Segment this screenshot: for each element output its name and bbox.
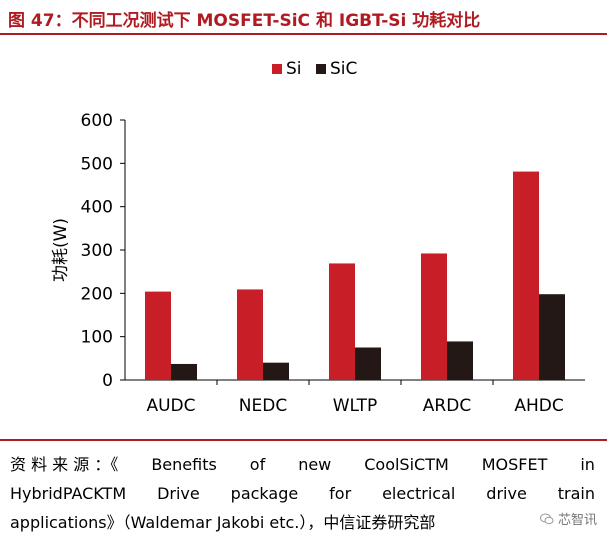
source-word: for [329, 484, 352, 503]
y-tick-label: 0 [102, 371, 113, 391]
legend-swatch-si [272, 64, 282, 74]
source-word: of [249, 455, 266, 474]
bar-si-ardc [421, 253, 447, 380]
legend-swatch-sic [316, 64, 326, 74]
bar-sic-wltp [355, 347, 381, 380]
source-line-1: 资 料 来 源 ：《 Benefits of new CoolSiCTM MOSFET in [10, 450, 595, 479]
bar-si-audc [145, 291, 171, 380]
bar-chart: Si SiC 0 100 200 300 400 500 600 AUDC NEDC WLTP AR… [51, 59, 585, 416]
title-divider [0, 33, 607, 35]
y-tick-label: 400 [81, 198, 113, 218]
source-line-2: HybridPACKTM Drive package for electrical dri… [10, 479, 595, 508]
x-tick-label: WLTP [333, 396, 378, 416]
bar-sic-nedc [263, 362, 289, 380]
y-tick-label: 200 [81, 284, 113, 304]
source-note: 资 料 来 源 ：《 Benefits of new CoolSiCTM MOSFET in… [10, 450, 595, 537]
source-word: CoolSiCTM [364, 455, 449, 474]
y-tick-label: 600 [81, 111, 113, 131]
bar-sic-audc [171, 363, 197, 380]
source-word: in [580, 455, 595, 474]
watermark-text: 芯智讯 [557, 513, 597, 528]
x-tick-label: ARDC [423, 396, 471, 416]
source-divider [0, 439, 607, 441]
source-word: HybridPACKTM [10, 484, 127, 503]
y-tick-label: 300 [81, 241, 113, 261]
source-word: Benefits [151, 455, 217, 474]
bar-si-nedc [237, 289, 263, 380]
wechat-icon [539, 513, 554, 525]
x-tick-label: AHDC [514, 396, 563, 416]
source-word: train [557, 484, 595, 503]
source-word: new [298, 455, 332, 474]
bar-sic-ardc [447, 341, 473, 380]
y-tick-label: 100 [81, 328, 113, 348]
source-word: MOSFET [481, 455, 548, 474]
legend-label-si: Si [286, 59, 302, 79]
legend-label-sic: SiC [330, 59, 357, 79]
y-axis-label: 功耗(W) [51, 218, 71, 282]
source-word: electrical [382, 484, 456, 503]
chart-legend: Si SiC [272, 59, 357, 79]
y-tick-label: 500 [81, 154, 113, 174]
x-tick-label: NEDC [239, 396, 287, 416]
y-axis: 0 100 200 300 400 500 600 [81, 111, 126, 391]
watermark: 芯智讯 [539, 509, 597, 528]
source-word: 资 料 来 源 ：《 [10, 455, 119, 474]
x-axis: AUDC NEDC WLTP ARDC AHDC [125, 379, 585, 416]
x-tick-label: AUDC [146, 396, 195, 416]
bar-si-wltp [329, 263, 355, 380]
source-word: package [230, 484, 299, 503]
source-word: drive [486, 484, 527, 503]
source-line-3: applications》（Waldemar Jakobi etc.），中信证券… [10, 513, 436, 532]
bar-sic-ahdc [539, 294, 565, 380]
source-word: Drive [157, 484, 200, 503]
bars [145, 171, 565, 380]
figure-title: 图 47：不同工况测试下 MOSFET-SiC 和 IGBT-Si 功耗对比 [8, 11, 481, 31]
bar-si-ahdc [513, 171, 539, 380]
